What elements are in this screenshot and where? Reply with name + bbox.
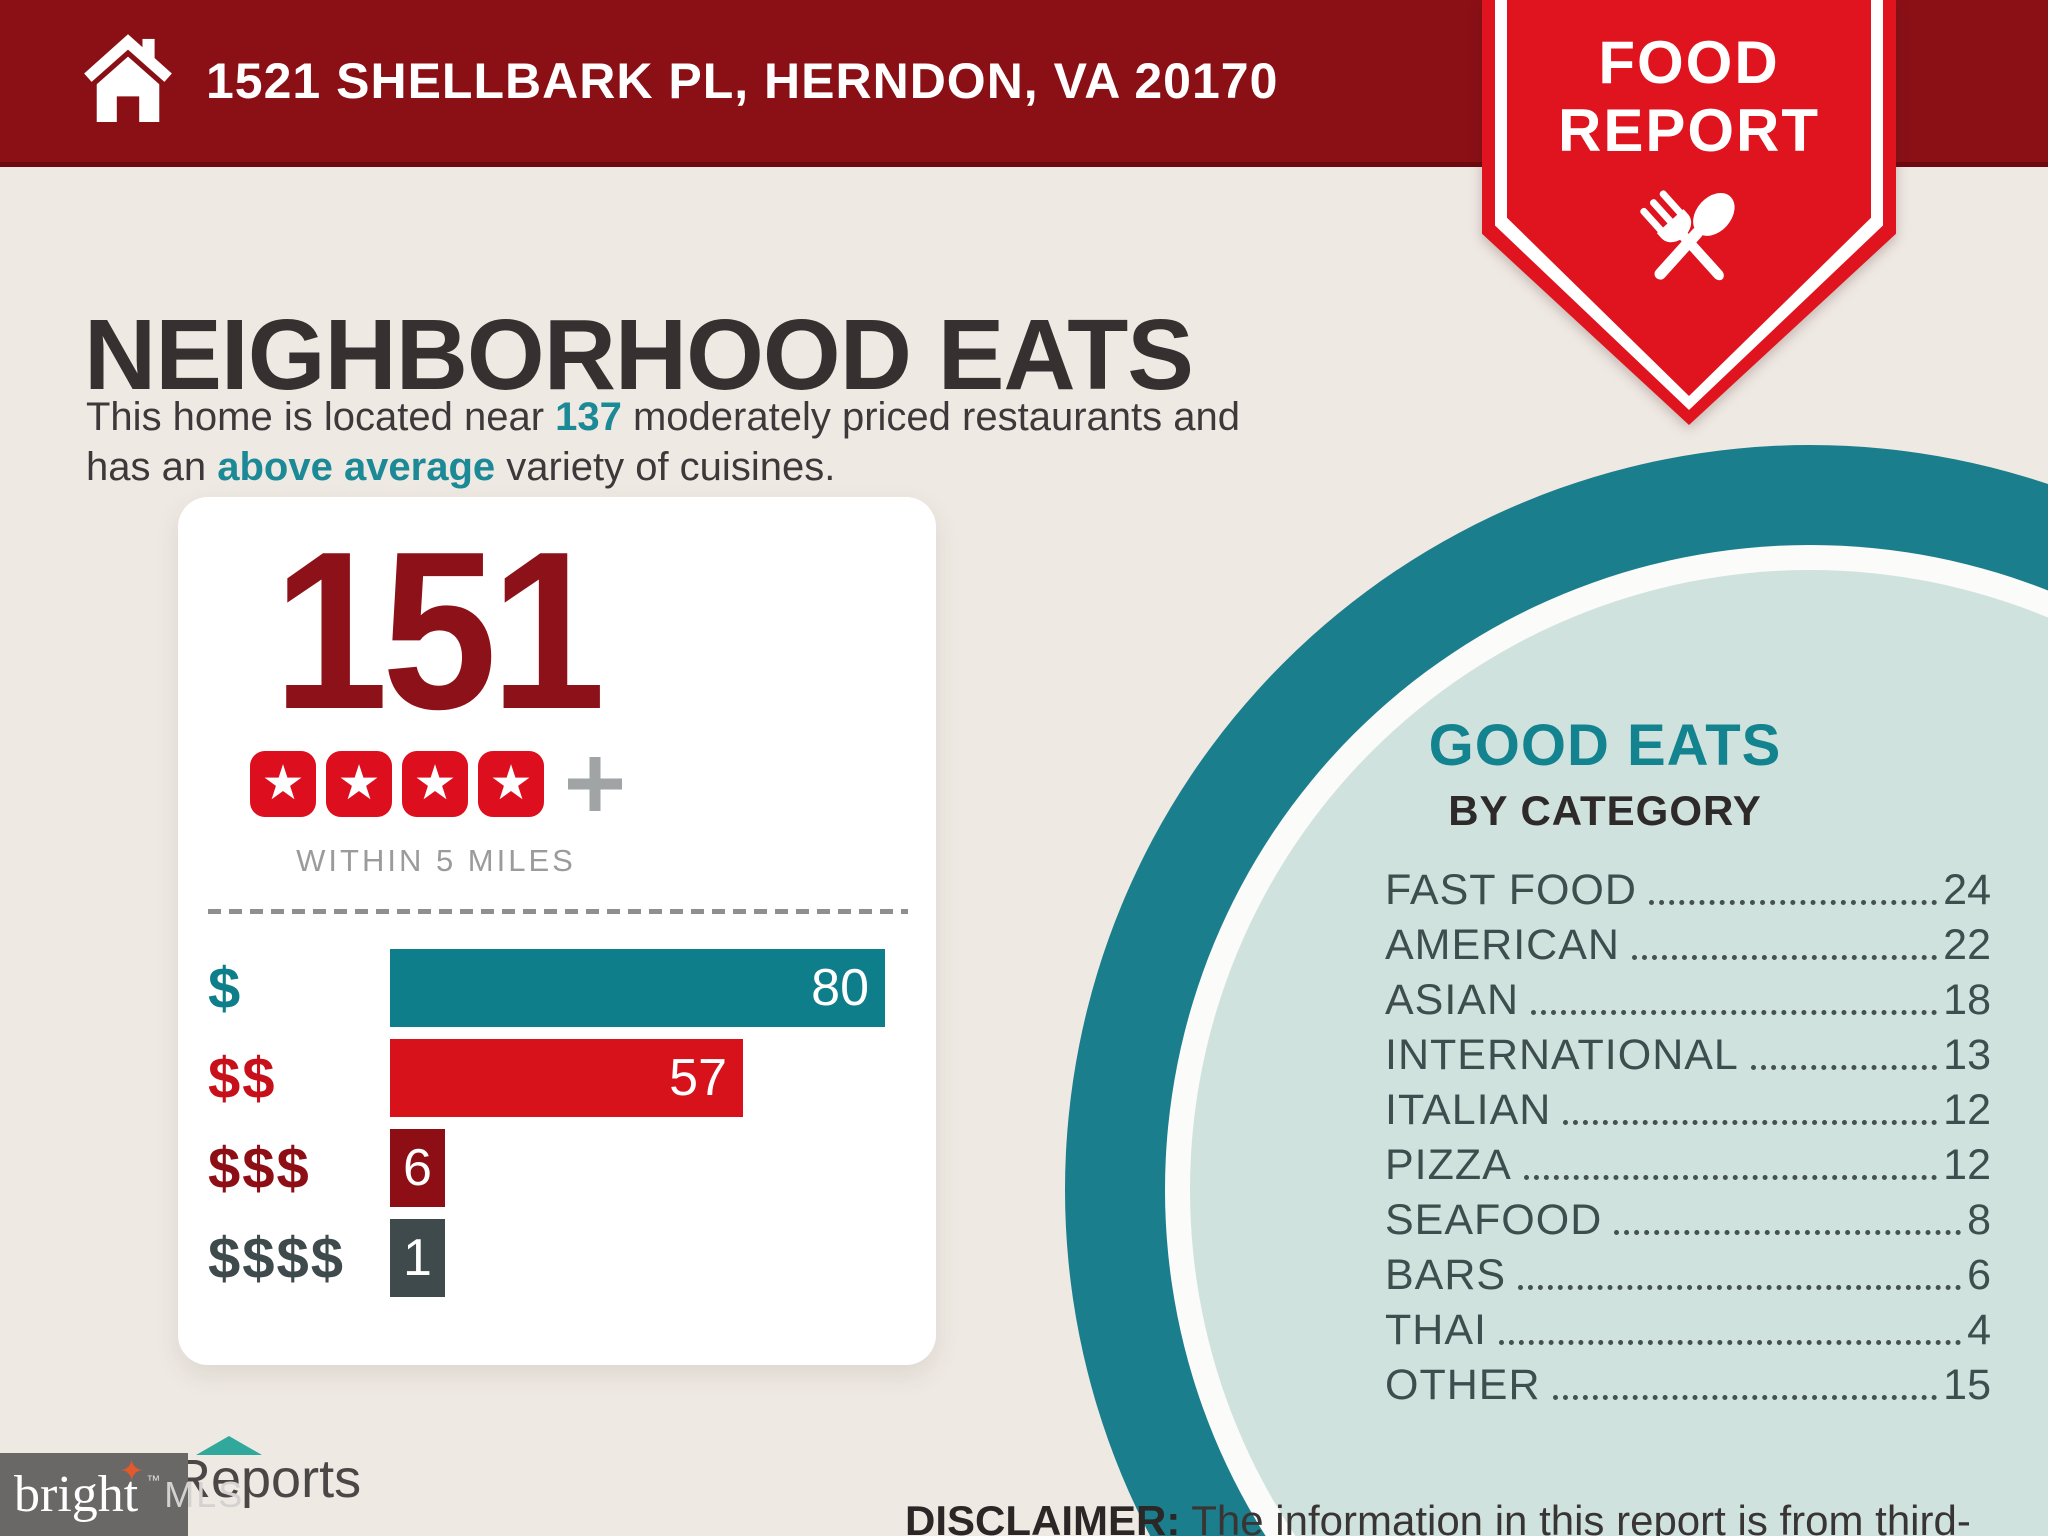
category-row: FAST FOOD 24 — [1385, 860, 1991, 915]
restaurant-count: 137 — [555, 395, 622, 439]
intro-sentence: This home is located near 137 moderately… — [86, 392, 1276, 492]
price-bar-chart: $80 $$ 57 $$$ 6 $$$$ 1 — [208, 949, 936, 1309]
category-label: SEAFOOD — [1385, 1196, 1603, 1244]
dashed-divider — [208, 909, 908, 914]
category-value: 22 — [1943, 921, 1991, 969]
category-row: OTHER 15 — [1385, 1355, 1991, 1410]
category-label: ASIAN — [1385, 976, 1520, 1024]
category-value: 6 — [1967, 1251, 1991, 1299]
category-row: ASIAN 18 — [1385, 970, 1991, 1025]
price-bar: 80 — [390, 949, 885, 1027]
food-report-ribbon: FOOD REPORT — [1482, 0, 1896, 425]
brand-name: bright ✦ — [14, 1456, 144, 1523]
trademark-symbol: ™ — [146, 1471, 161, 1488]
category-row: BARS 6 — [1385, 1245, 1991, 1300]
radius-label: WITHIN 5 MILES — [296, 843, 576, 878]
leader-dots — [1552, 1395, 1938, 1400]
price-tier-label: $ — [208, 955, 243, 1021]
star-icon: ★ — [326, 751, 392, 817]
leader-dots — [1518, 1285, 1962, 1290]
home-icon — [84, 34, 172, 122]
reports-watermark: Reports — [172, 1449, 362, 1509]
star-icon: ★ — [250, 751, 316, 817]
price-tier-label: $$$$ — [208, 1225, 346, 1291]
disclaimer-text: The information in this report is from t… — [1191, 1497, 1971, 1536]
category-value: 13 — [1943, 1031, 1991, 1079]
price-bar: 1 — [390, 1219, 445, 1297]
leader-dots — [1631, 955, 1938, 960]
star-rating: ★ ★ ★ ★ — [178, 751, 694, 817]
leader-dots — [1523, 1175, 1938, 1180]
price-row: $80 — [208, 949, 936, 1027]
leader-dots — [1614, 1230, 1962, 1235]
price-tier-label: $$$ — [208, 1135, 311, 1201]
price-bar-value: 6 — [403, 1139, 432, 1197]
category-label: INTERNATIONAL — [1385, 1031, 1739, 1079]
category-value: 12 — [1943, 1086, 1991, 1134]
category-label: THAI — [1385, 1306, 1487, 1354]
star-icon: ★ — [478, 751, 544, 817]
leader-dots — [1531, 1010, 1938, 1015]
leader-dots — [1750, 1065, 1938, 1070]
star-icon: ★ — [402, 751, 468, 817]
price-bar: 57 — [390, 1039, 743, 1117]
brand-badge: bright ✦ ™ MLS — [0, 1453, 242, 1536]
price-tier-label: $$ — [208, 1045, 277, 1111]
category-value: 12 — [1943, 1141, 1991, 1189]
category-label: OTHER — [1385, 1361, 1541, 1409]
good-eats-subtitle: BY CATEGORY — [1448, 787, 1762, 834]
category-row: INTERNATIONAL 13 — [1385, 1025, 1991, 1080]
category-row: THAI 4 — [1385, 1300, 1991, 1355]
ribbon-title-line2: REPORT — [1557, 97, 1821, 164]
category-value: 18 — [1943, 976, 1991, 1024]
sentence-part1: This home is located near — [86, 395, 556, 439]
variety-highlight: above average — [217, 445, 496, 489]
sentence-part3: variety of cuisines. — [495, 445, 836, 489]
category-row: AMERICAN 22 — [1385, 915, 1991, 970]
leader-dots — [1498, 1340, 1962, 1345]
good-eats-header: GOOD EATS BY CATEGORY — [1310, 712, 1900, 835]
brand-mls: MLS — [164, 1473, 245, 1515]
category-label: PIZZA — [1385, 1141, 1512, 1189]
leader-dots — [1648, 900, 1938, 905]
category-row: PIZZA 12 — [1385, 1135, 1991, 1190]
price-row: $$$ 6 — [208, 1129, 936, 1207]
price-row: $$ 57 — [208, 1039, 936, 1117]
category-value: 24 — [1943, 866, 1991, 914]
brand-name-text: bright — [14, 1465, 139, 1523]
sentence-part2: moderately priced restaurants and has an — [86, 395, 1240, 489]
card-hero: 151 ★ ★ ★ ★ WITHIN 5 MILES — [178, 504, 694, 879]
disclaimer: DISCLAIMER: The information in this repo… — [905, 1494, 1990, 1536]
total-restaurants: 151 — [272, 504, 606, 756]
spoon-fork-crossed-icon — [1640, 190, 1735, 281]
category-list: FAST FOOD 24 AMERICAN 22 ASIAN 18 INTERNATIONA… — [1385, 860, 1991, 1410]
category-label: ITALIAN — [1385, 1086, 1552, 1134]
category-label: BARS — [1385, 1251, 1507, 1299]
price-bar-value: 80 — [811, 959, 869, 1017]
price-bar-value: 1 — [403, 1229, 432, 1287]
property-address: 1521 SHELLBARK PL, HERNDON, VA 20170 — [206, 53, 1279, 109]
disclaimer-label: DISCLAIMER: — [905, 1497, 1181, 1536]
category-label: FAST FOOD — [1385, 866, 1637, 914]
price-row: $$$$ 1 — [208, 1219, 936, 1297]
category-value: 4 — [1967, 1306, 1991, 1354]
good-eats-title: GOOD EATS — [1428, 713, 1782, 778]
summary-card: 151 ★ ★ ★ ★ WITHIN 5 MILES $80 $$ 57 $$$ 6 $$$$ 1 — [178, 497, 936, 1365]
ribbon-title-line1: FOOD — [1598, 29, 1780, 96]
category-label: AMERICAN — [1385, 921, 1620, 969]
category-value: 15 — [1943, 1361, 1991, 1409]
category-row: SEAFOOD 8 — [1385, 1190, 1991, 1245]
price-bar-value: 57 — [669, 1049, 727, 1107]
plus-icon — [568, 757, 622, 811]
sparkle-icon: ✦ — [119, 1454, 145, 1488]
category-row: ITALIAN 12 — [1385, 1080, 1991, 1135]
category-value: 8 — [1967, 1196, 1991, 1244]
roof-icon — [196, 1436, 262, 1455]
leader-dots — [1563, 1120, 1938, 1125]
price-bar: 6 — [390, 1129, 445, 1207]
page-title: NEIGHBORHOOD EATS — [84, 299, 1194, 411]
